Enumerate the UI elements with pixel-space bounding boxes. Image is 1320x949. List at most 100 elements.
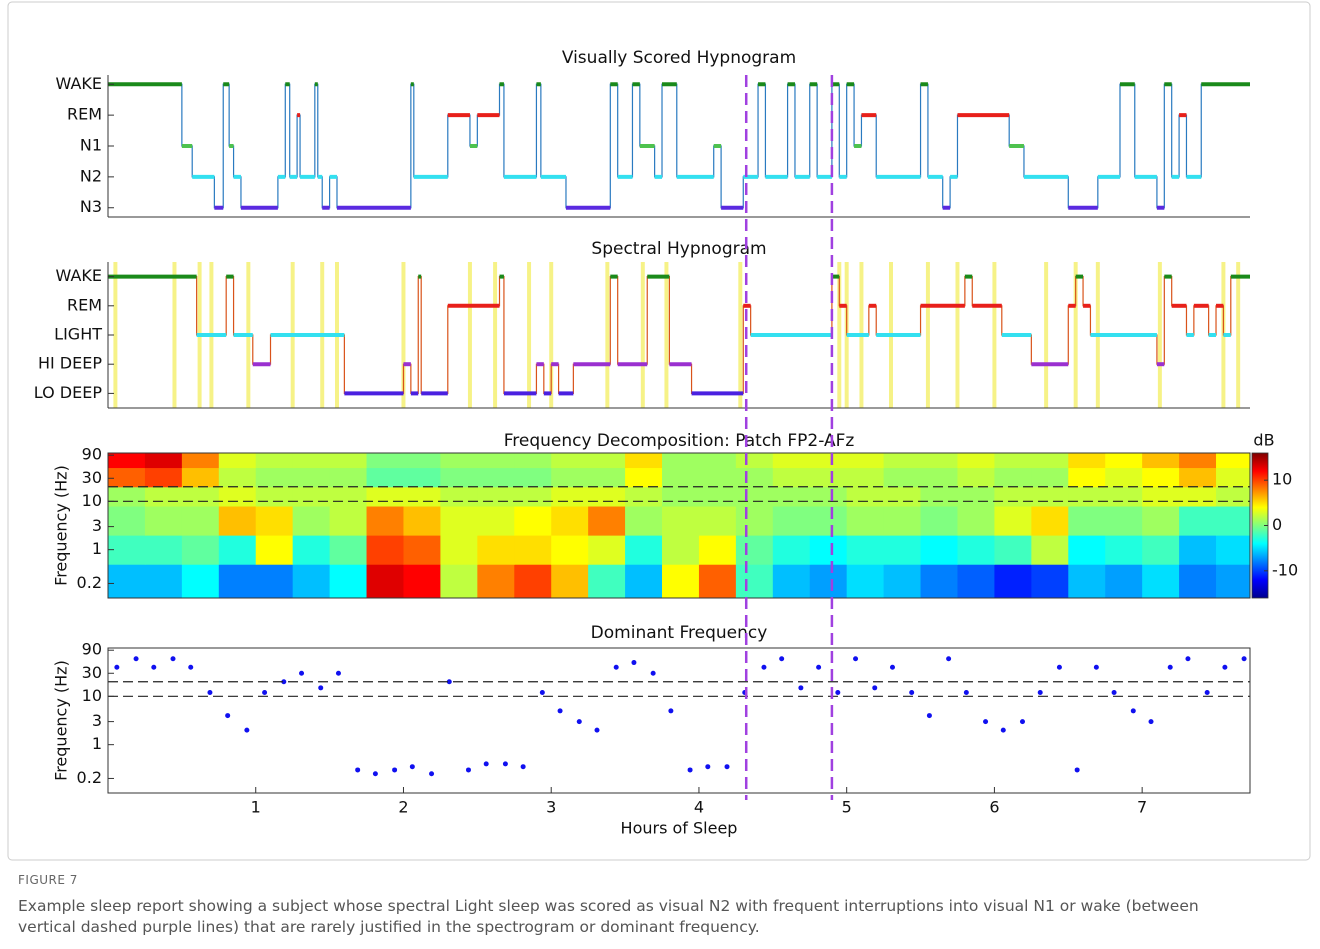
dominant-frequency-point xyxy=(835,690,840,695)
dominant-frequency-point xyxy=(631,660,636,665)
spectrogram-cell xyxy=(403,487,440,507)
dominant-frequency-point xyxy=(540,690,545,695)
spectrogram-cell xyxy=(477,487,514,507)
spectrogram-cell xyxy=(1216,506,1250,536)
spectrogram-cell xyxy=(514,535,551,565)
x-tick-label: 5 xyxy=(842,798,852,817)
spectrogram-cell xyxy=(662,535,699,565)
dominant-frequency-point xyxy=(1001,728,1006,733)
spectrogram-cell xyxy=(256,564,293,598)
spectrogram-cell xyxy=(957,487,994,507)
figure: dB Hours of Sleep Visually Scored Hypnog… xyxy=(0,0,1320,868)
spectrogram-cell xyxy=(847,468,884,488)
spectrogram-cell xyxy=(1068,487,1105,507)
y-tick-label: N1 xyxy=(80,136,102,155)
spectrogram-cell xyxy=(884,487,921,507)
spectrogram-cell xyxy=(847,535,884,565)
spectrogram-cell xyxy=(773,506,810,536)
spectrogram-cell xyxy=(1142,453,1179,468)
dominant-frequency-point xyxy=(134,656,139,661)
x-tick-label: 4 xyxy=(694,798,704,817)
spectrogram-cell xyxy=(1179,535,1216,565)
spectrogram-cell xyxy=(108,564,145,598)
spectrogram-cell xyxy=(921,468,958,488)
x-tick-label: 7 xyxy=(1137,798,1147,817)
spectrogram-cell xyxy=(736,487,773,507)
dominant-frequency-point xyxy=(798,685,803,690)
spectrogram-cell xyxy=(957,564,994,598)
spectrogram-cell xyxy=(957,535,994,565)
spectrogram-cell xyxy=(810,487,847,507)
spectrogram-cell xyxy=(367,487,404,507)
spectrogram-cell xyxy=(367,453,404,468)
dominant-frequency-point xyxy=(262,690,267,695)
spectrogram-cell xyxy=(1142,468,1179,488)
spectrogram-cell xyxy=(367,564,404,598)
spectrogram-cell xyxy=(219,468,256,488)
dominant-frequency-point xyxy=(392,767,397,772)
spectrogram-cell xyxy=(440,535,477,565)
dominant-frequency-point xyxy=(1112,690,1117,695)
spectrogram-cell xyxy=(1142,535,1179,565)
spectrogram-cell xyxy=(293,506,330,536)
spectrogram-cell xyxy=(330,506,367,536)
spectrogram-cell xyxy=(551,487,588,507)
y-tick-label: 30 xyxy=(82,663,102,682)
y-tick-label: 1 xyxy=(92,539,102,558)
spectrogram-cell xyxy=(847,487,884,507)
dominant-frequency-point xyxy=(668,708,673,713)
spectrogram-cell xyxy=(145,535,182,565)
y-tick-label: N2 xyxy=(80,166,102,185)
spectrogram-cell xyxy=(1142,506,1179,536)
spectrogram-cell xyxy=(219,535,256,565)
spectrogram-cell xyxy=(514,453,551,468)
dominant-frequency-point xyxy=(171,656,176,661)
dominant-frequency-point xyxy=(688,767,693,772)
dominant-frequency-point xyxy=(1131,708,1136,713)
dominant-frequency-point xyxy=(429,771,434,776)
spectrogram-cell xyxy=(145,564,182,598)
spectrogram-cell xyxy=(330,535,367,565)
spectrogram-cell xyxy=(551,535,588,565)
dominant-frequency-point xyxy=(872,685,877,690)
spectrogram-cell xyxy=(847,506,884,536)
dominant-frequency-point xyxy=(484,761,489,766)
dominant-frequency-point xyxy=(1205,690,1210,695)
spectrogram-cell xyxy=(182,487,219,507)
spectrogram-cell xyxy=(219,453,256,468)
spectrogram-cell xyxy=(994,453,1031,468)
spectrogram-cell xyxy=(810,564,847,598)
spectrogram-cell xyxy=(440,564,477,598)
spectrogram-cell xyxy=(514,564,551,598)
dominant-frequency-point xyxy=(705,764,710,769)
spectrogram-cell xyxy=(293,453,330,468)
spectrogram-cell xyxy=(699,453,736,468)
spectrogram-cell xyxy=(1031,535,1068,565)
dominant-frequency-point xyxy=(244,728,249,733)
spectrogram-cell xyxy=(477,535,514,565)
spectrogram-cell xyxy=(293,564,330,598)
y-tick-label: LO DEEP xyxy=(34,383,103,402)
dominant-frequency-point xyxy=(114,665,119,670)
spectrogram-cell xyxy=(699,535,736,565)
y-tick-label: HI DEEP xyxy=(38,354,102,373)
spectrogram-cell xyxy=(551,468,588,488)
spectrogram-cell xyxy=(403,535,440,565)
spectrogram-cell xyxy=(1142,487,1179,507)
spectrogram-cell xyxy=(182,468,219,488)
spectrogram-cell xyxy=(1068,453,1105,468)
panel-title: Spectral Hypnogram xyxy=(591,239,766,259)
spectrogram-cell xyxy=(921,487,958,507)
page: dB Hours of Sleep Visually Scored Hypnog… xyxy=(0,0,1320,949)
spectrogram-cell xyxy=(440,506,477,536)
panel-title: Dominant Frequency xyxy=(591,623,768,643)
spectrogram-cell xyxy=(330,487,367,507)
y-tick-label: WAKE xyxy=(56,266,103,285)
spectrogram-cell xyxy=(625,487,662,507)
spectrogram-cell xyxy=(588,453,625,468)
dominant-frequency-point xyxy=(1242,656,1247,661)
spectrogram-cell xyxy=(551,564,588,598)
panel-title: Visually Scored Hypnogram xyxy=(562,48,796,68)
spectrogram-cell xyxy=(1031,453,1068,468)
spectrogram-cell xyxy=(921,453,958,468)
